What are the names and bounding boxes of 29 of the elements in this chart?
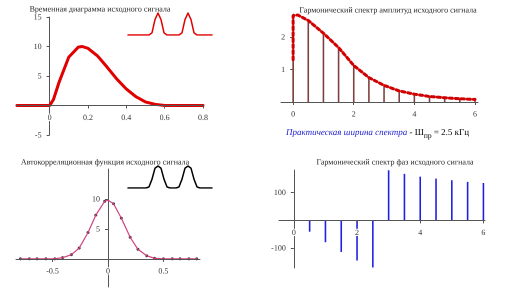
x-tick-label: 4 [412, 110, 416, 118]
x-tick-label: 2 [352, 110, 356, 118]
y-tick-label: 100 [274, 188, 286, 198]
x-tick-label: 0.6 [160, 113, 170, 122]
chart-title: Гармонический спектр амплитуд исходного сигнала [299, 6, 478, 14]
x-tick-label: 4 [418, 228, 422, 237]
x-tick-label: 2 [355, 228, 360, 237]
x-tick-label: 6 [472, 110, 477, 118]
x-tick-label: 6 [481, 228, 486, 237]
y-tick-label: 10 [34, 42, 42, 51]
y-tick-label: -5 [34, 130, 42, 140]
y-tick-label: 5 [38, 72, 42, 80]
x-tick-label: 0 [291, 110, 296, 118]
x-tick-label: 0.2 [82, 113, 93, 122]
y-tick-label: 15 [34, 12, 42, 22]
y-tick-label: 5 [96, 224, 100, 234]
chart-title: Гармонический спектр фаз исходного сигнала [316, 158, 474, 166]
chart-title: Автокорреляционная функция исходного сигнала [20, 158, 190, 166]
y-tick-label: 10 [92, 194, 100, 204]
y-tick-label: -100 [271, 244, 286, 253]
x-tick-label: 0.8 [198, 113, 208, 122]
text: Практическая ширина спектра [286, 127, 408, 137]
chart-title: Временная диаграмма исходного сигнала [30, 4, 171, 14]
x-tick-label: 0.5 [158, 266, 168, 276]
x-tick-label: -0.5 [46, 266, 59, 276]
y-tick-label: 1 [281, 64, 286, 74]
y-tick-label: 2 [281, 32, 286, 42]
text: - Ш$_{пр}$ = 2.5 кГц [410, 127, 470, 140]
x-tick-label: 0.4 [121, 113, 132, 122]
